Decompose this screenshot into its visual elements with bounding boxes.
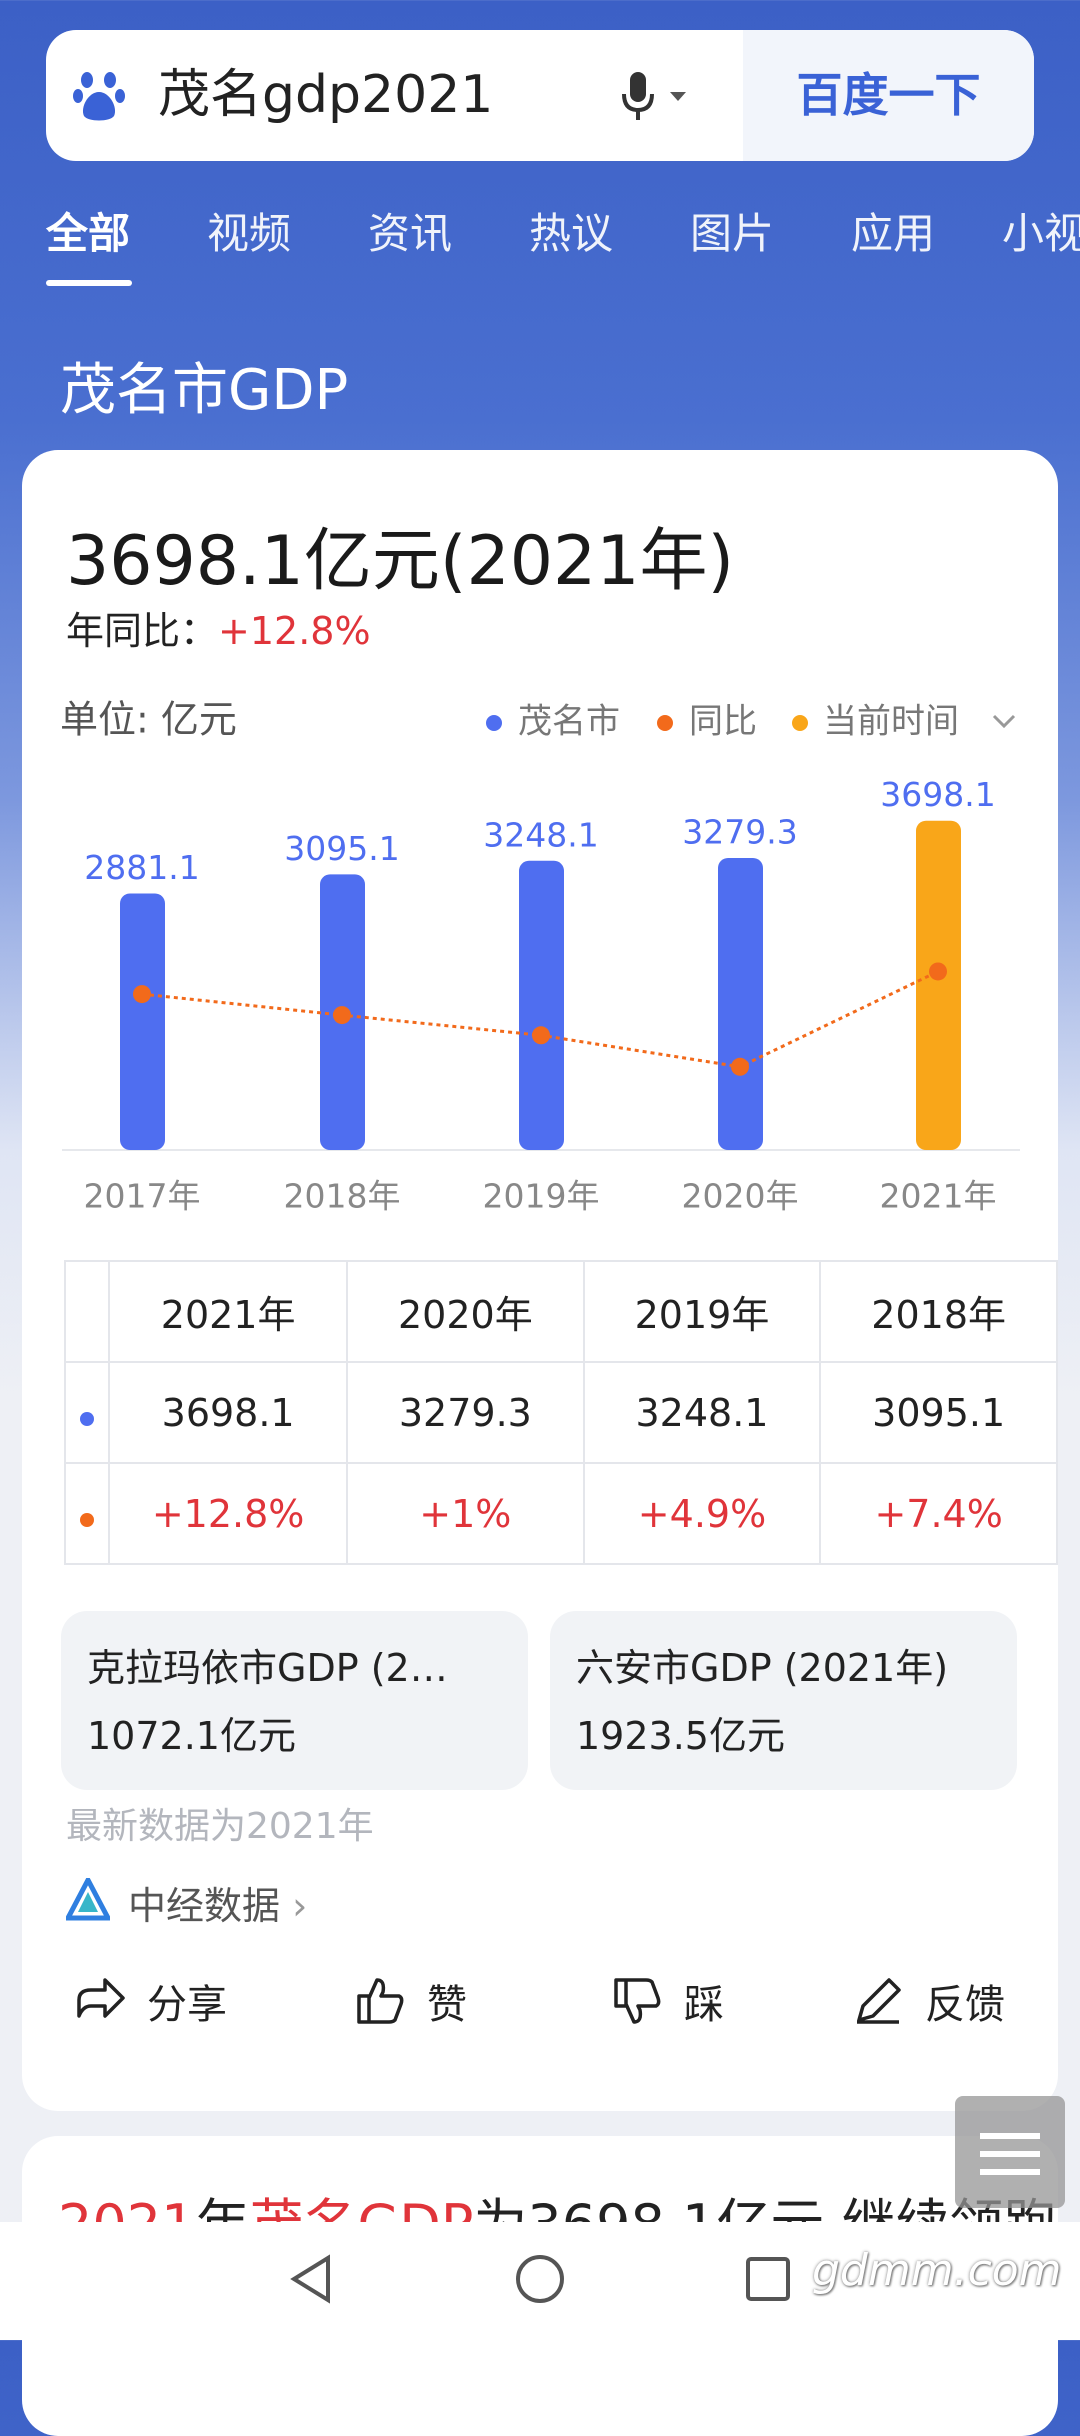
source-name[interactable]: 中经数据	[128, 1884, 281, 1928]
related-value: 1072.1亿元	[87, 1714, 296, 1758]
x-tick-label: 2018年	[284, 1177, 401, 1216]
table-header: 2018年	[819, 1260, 1058, 1363]
related-card[interactable]: 六安市GDP (2021年) 1923.5亿元	[550, 1611, 1017, 1790]
legend-dot	[792, 715, 808, 731]
action-label: 反馈	[925, 1982, 1005, 2028]
table-header: 2019年	[582, 1260, 822, 1363]
yoy-point	[731, 1057, 749, 1076]
table-cell: +4.9%	[582, 1462, 822, 1565]
search-button[interactable]: 百度一下	[743, 30, 1034, 161]
tab[interactable]: 热议	[529, 209, 614, 258]
home-button[interactable]	[516, 2255, 564, 2303]
tab[interactable]: 全部	[46, 209, 131, 258]
search-query[interactable]: 茂名gdp2021	[158, 65, 494, 125]
float-menu[interactable]	[955, 2096, 1065, 2208]
related-title: 克拉玛依市GDP (2…	[87, 1646, 448, 1690]
yoy-label: 年同比：	[66, 609, 219, 653]
table-cell: 3698.1	[108, 1361, 349, 1464]
table-cell: 3279.3	[346, 1361, 585, 1464]
chart: 单位: 亿元 茂名市 同比 当前时间 2881.1 2017年 3095.1 2018年 32…	[60, 698, 1020, 1216]
bar	[718, 857, 763, 1150]
action-label: 踩	[684, 1982, 724, 2028]
table-row: 3698.1 3279.3 3248.1 3095.1	[63, 1361, 1058, 1464]
action[interactable]: 反馈	[853, 1972, 1005, 2030]
result-heading: 茂名市GDP	[60, 358, 349, 423]
x-tick-label: 2021年	[880, 1177, 997, 1216]
related-title: 六安市GDP (2021年)	[576, 1646, 949, 1690]
main-value: 3698.1亿元(2021年)	[66, 522, 735, 601]
tab[interactable]: 视频	[207, 209, 292, 258]
yoy-point	[532, 1026, 550, 1045]
footnote: 最新数据为2021年	[66, 1806, 374, 1847]
table-corner	[63, 1260, 111, 1363]
tab[interactable]: 资讯	[368, 209, 453, 258]
action-icon	[357, 1978, 404, 2024]
source-icon	[66, 1878, 110, 1921]
yoy-value: +12.8%	[218, 609, 371, 653]
tab[interactable]: 图片	[690, 209, 775, 258]
nav-bar	[0, 2222, 1080, 2340]
table-cell: +1%	[346, 1462, 585, 1565]
search-box[interactable]: 茂名gdp2021 百度一下	[46, 30, 1034, 161]
recent-button[interactable]	[746, 2257, 790, 2301]
legend-chevron	[992, 714, 1016, 729]
table-cell: 3248.1	[582, 1361, 822, 1464]
legend-label: 茂名市	[518, 702, 620, 742]
table-clip: 2021年 2020年 2019年 2018年 3698.1 3279.3 3248.1 30…	[22, 1250, 1058, 1580]
yoy-point	[929, 962, 947, 981]
bar	[120, 893, 165, 1150]
legend-label: 当前时间	[823, 702, 959, 742]
table-row: +12.8% +1% +4.9% +7.4%	[63, 1462, 1058, 1565]
x-tick-label: 2019年	[483, 1177, 600, 1216]
source[interactable]: 中经数据 ›	[128, 1884, 308, 1928]
nav-icons	[290, 2254, 790, 2304]
bar-label: 3095.1	[284, 829, 399, 868]
bar	[519, 860, 564, 1150]
action[interactable]: 踩	[612, 1972, 724, 2030]
tab-underline	[46, 280, 132, 286]
table-header-row: 2021年 2020年 2019年 2018年	[63, 1260, 1058, 1363]
legend-label: 同比	[689, 702, 757, 742]
action[interactable]: 分享	[75, 1972, 227, 2030]
data-table: 2021年 2020年 2019年 2018年 3698.1 3279.3 3248.1 30…	[63, 1260, 1058, 1565]
yoy: 年同比：+12.8%	[66, 600, 371, 655]
action-icon	[77, 1978, 125, 2018]
related-value: 1923.5亿元	[576, 1714, 785, 1758]
x-tick-label: 2020年	[682, 1177, 799, 1216]
table-marker-cell	[63, 1361, 111, 1464]
x-tick-label: 2017年	[84, 1177, 201, 1216]
yoy-point	[133, 985, 151, 1004]
action-icon	[857, 1978, 901, 2024]
menu-icon	[980, 2133, 1040, 2175]
table-cell: +7.4%	[819, 1462, 1058, 1565]
action-label: 赞	[427, 1982, 467, 2028]
bar	[916, 820, 961, 1150]
action-icon	[614, 1978, 661, 2024]
table-marker	[80, 1512, 95, 1527]
unit-label: 单位: 亿元	[60, 698, 237, 742]
tab[interactable]: 应用	[851, 209, 936, 258]
bar-label: 3248.1	[483, 815, 598, 854]
voice-icon[interactable]	[618, 70, 708, 124]
related-card[interactable]: 克拉玛依市GDP (2… 1072.1亿元	[61, 1611, 528, 1790]
table-cell: +12.8%	[108, 1462, 349, 1565]
back-button[interactable]	[290, 2254, 330, 2304]
bar-label: 3698.1	[880, 775, 995, 814]
watermark: gdmm.com	[812, 2245, 1062, 2296]
bar-label: 3279.3	[682, 812, 797, 851]
legend-dot	[486, 715, 502, 731]
screen: {"search": {"query": "茂名gdp2021", "butto…	[0, 0, 1080, 2340]
table-header: 2020年	[346, 1260, 585, 1363]
action[interactable]: 赞	[355, 1972, 467, 2030]
baidu-logo	[73, 72, 125, 121]
action-label: 分享	[147, 1982, 227, 2028]
legend-dot	[657, 715, 673, 731]
table-marker-cell	[63, 1462, 111, 1565]
bar-label: 2881.1	[84, 848, 199, 887]
table-marker	[80, 1411, 95, 1426]
table-header: 2021年	[108, 1260, 349, 1363]
tab[interactable]: 小视频	[1002, 209, 1080, 258]
table-cell: 3095.1	[819, 1361, 1058, 1464]
yoy-point	[333, 1006, 351, 1025]
